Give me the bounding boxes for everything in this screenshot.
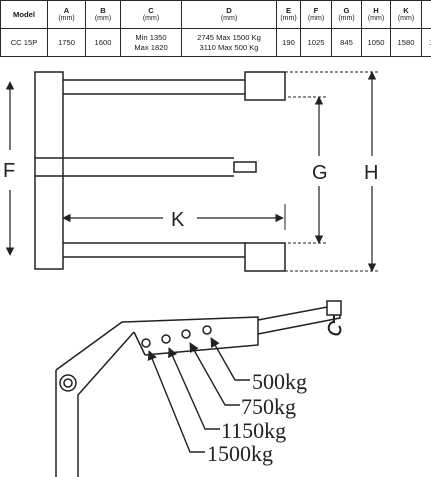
boom-side-view: [55, 300, 342, 477]
mast: [55, 331, 135, 477]
header-k: K (mm): [390, 0, 422, 29]
leader-1500kg: [147, 350, 205, 453]
capacity-label-1150kg: 1150kg: [221, 418, 286, 443]
hole-750kg: [181, 329, 191, 339]
pivot-pin: [59, 374, 77, 392]
header-model: Model: [0, 0, 48, 29]
cell-k: 1580: [390, 28, 422, 57]
capacity-leaders: [147, 337, 250, 453]
boom-arm-inner-edge: [133, 331, 146, 356]
upper-leg-wheel: [244, 71, 286, 101]
dimension-g: G: [288, 96, 328, 244]
dimension-h: H: [285, 71, 378, 272]
dimension-f: F: [3, 81, 15, 256]
dimension-k: K: [62, 204, 286, 231]
pivot-pin-inner: [63, 378, 73, 388]
cell-f: 1025: [300, 28, 332, 57]
hook-icon: [327, 315, 342, 336]
header-c: C (mm): [120, 0, 182, 29]
hook-bracket: [326, 300, 342, 316]
leader-1150kg: [168, 347, 220, 430]
spec-table: Model A (mm) B (mm) C (mm) D (mm) E (mm) F (mm…: [0, 0, 431, 57]
header-e: E (mm): [276, 0, 301, 29]
capacity-label-750kg: 750kg: [241, 394, 296, 419]
cell-model: CC 15P: [0, 28, 48, 57]
leader-750kg: [189, 342, 240, 406]
cell-e: 190: [276, 28, 301, 57]
cell-d: 2745 Max 1500 Kg 3110 Max 500 Kg: [181, 28, 277, 57]
frame-upright: [34, 71, 64, 270]
lower-leg-wheel: [244, 242, 286, 272]
capacity-label-1500kg: 1500kg: [207, 441, 273, 466]
hole-500kg: [202, 325, 212, 335]
label-k: K: [171, 209, 185, 231]
hole-1500kg: [141, 338, 151, 348]
cell-c: Min 1350 Max 1820: [120, 28, 182, 57]
cell-g: 845: [331, 28, 362, 57]
header-g: G (mm): [331, 0, 362, 29]
centre-boom-extension: [233, 161, 257, 173]
frame-top-view: [34, 71, 286, 272]
header-h: H (mm): [361, 0, 391, 29]
table-header-row: Model A (mm) B (mm) C (mm) D (mm) E (mm) F (mm…: [0, 0, 431, 29]
boom-arm: [55, 316, 259, 371]
label-g: G: [312, 162, 328, 184]
hole-1150kg: [161, 334, 171, 344]
cell-kg: 168: [421, 28, 431, 57]
table-row: CC 15P 1750 1600 Min 1350 Max 1820 2745 M…: [0, 28, 431, 57]
label-f: F: [3, 160, 15, 182]
label-h: H: [364, 162, 378, 184]
cell-a: 1750: [47, 28, 86, 57]
capacity-label-500kg: 500kg: [252, 369, 307, 394]
leader-500kg: [210, 337, 250, 381]
